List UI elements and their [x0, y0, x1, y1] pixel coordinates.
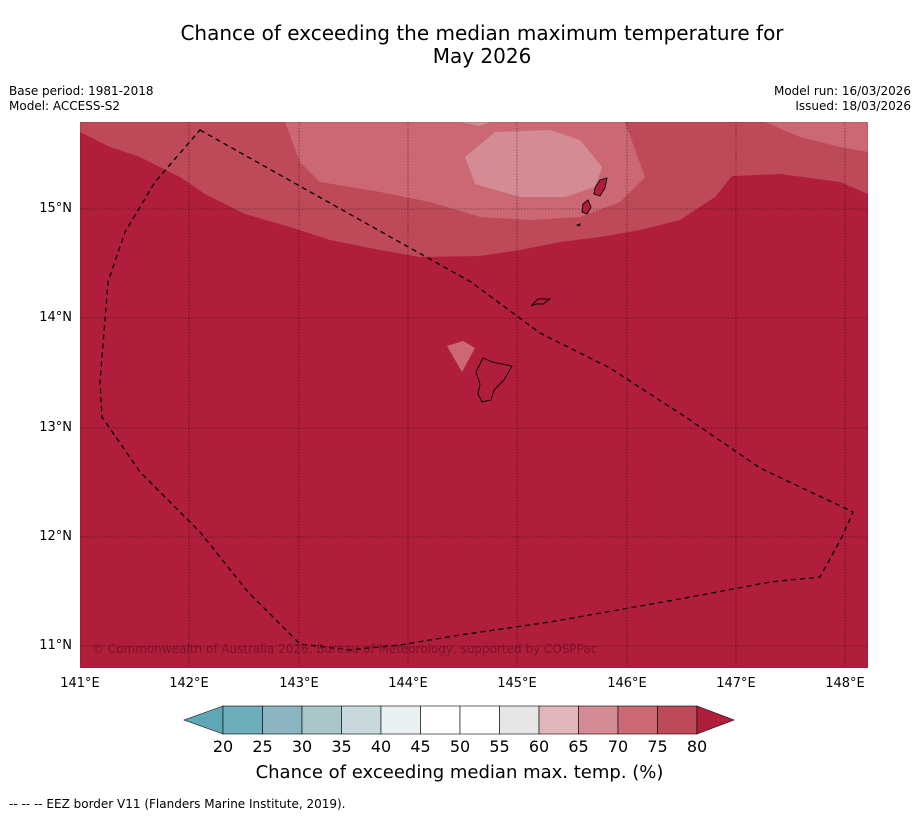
colorbar-cell	[499, 705, 540, 735]
colorbar-tick-label: 45	[410, 737, 431, 756]
shade-spot	[447, 341, 475, 372]
lon-label-143: 143°E	[279, 676, 319, 691]
shade-65-70	[465, 130, 602, 197]
islands	[475, 177, 608, 403]
lon-label-144: 144°E	[388, 676, 428, 691]
lon-label-142: 142°E	[169, 676, 209, 691]
lon-label-148: 148°E	[825, 676, 865, 691]
lon-label-145: 145°E	[497, 676, 537, 691]
shade-70-75-ne	[765, 122, 868, 152]
issued-date: Issued: 18/03/2026	[795, 99, 911, 113]
colorbar-cell	[420, 705, 461, 735]
base-period: Base period: 1981-2018	[9, 84, 154, 98]
colorbar-tick-label: 80	[686, 737, 708, 756]
lat-label-11: 11°N	[39, 638, 72, 653]
guam-island	[475, 357, 513, 403]
eez-border	[99, 129, 854, 651]
colorbar-cell	[380, 705, 421, 735]
colorbar-tick-label: 60	[528, 737, 550, 756]
shade-65-70-top	[460, 122, 490, 126]
model-run: Model run: 16/03/2026	[773, 84, 911, 98]
colorbar-cell	[301, 705, 342, 735]
meta-left: Base period: 1981-2018 Model: ACCESS-S2	[9, 84, 154, 114]
lon-label-141: 141°E	[60, 676, 100, 691]
colorbar-tick-label: 25	[252, 737, 273, 756]
colorbar-tick-label: 55	[489, 737, 510, 756]
lat-label-15: 15°N	[39, 201, 72, 216]
colorbar-cell	[262, 705, 303, 735]
colorbar-tick-label: 35	[331, 737, 352, 756]
meta-right: Model run: 16/03/2026 Issued: 18/03/2026	[774, 84, 911, 114]
map-title: Chance of exceeding the median maximum t…	[180, 21, 784, 68]
colorbar-cell	[538, 705, 579, 735]
colorbar-tick-label: 20	[212, 737, 234, 756]
colorbar-cell	[459, 705, 500, 735]
colorbar-cell	[341, 705, 382, 735]
aguijan-island	[575, 223, 581, 227]
lat-label-12: 12°N	[39, 529, 72, 544]
saipan-island	[593, 177, 608, 197]
map-panel[interactable]: © Commonwealth of Australia 2026, Bureau…	[80, 122, 868, 668]
colorbar-tick-label: 70	[607, 737, 629, 756]
colorbar-tick-label: 30	[291, 737, 313, 756]
copyright-text: © Commonwealth of Australia 2026, Bureau…	[92, 642, 597, 656]
model-name: Model: ACCESS-S2	[9, 99, 121, 113]
colorbar-extend-high	[696, 705, 735, 735]
colorbar-tick-label: 75	[647, 737, 668, 756]
tinian-island	[581, 199, 592, 215]
lon-label-146: 146°E	[607, 676, 647, 691]
colorbar-tick-label: 50	[449, 737, 471, 756]
colorbar-tick-label: 40	[370, 737, 392, 756]
lat-label-13: 13°N	[39, 420, 72, 435]
colorbar-cell	[657, 705, 698, 735]
footnote: -- -- -- EEZ border V11 (Flanders Marine…	[9, 797, 346, 811]
colorbar	[183, 705, 735, 735]
lat-label-14: 14°N	[39, 310, 72, 325]
colorbar-cell	[617, 705, 658, 735]
colorbar-tick-label: 65	[568, 737, 589, 756]
colorbar-extend-low	[183, 705, 224, 735]
lon-label-147: 147°E	[716, 676, 756, 691]
colorbar-title: Chance of exceeding median max. temp. (%…	[255, 762, 664, 783]
colorbar-cell	[222, 705, 263, 735]
rota-island	[530, 298, 552, 307]
map-grid	[80, 122, 868, 668]
colorbar-cell	[578, 705, 619, 735]
